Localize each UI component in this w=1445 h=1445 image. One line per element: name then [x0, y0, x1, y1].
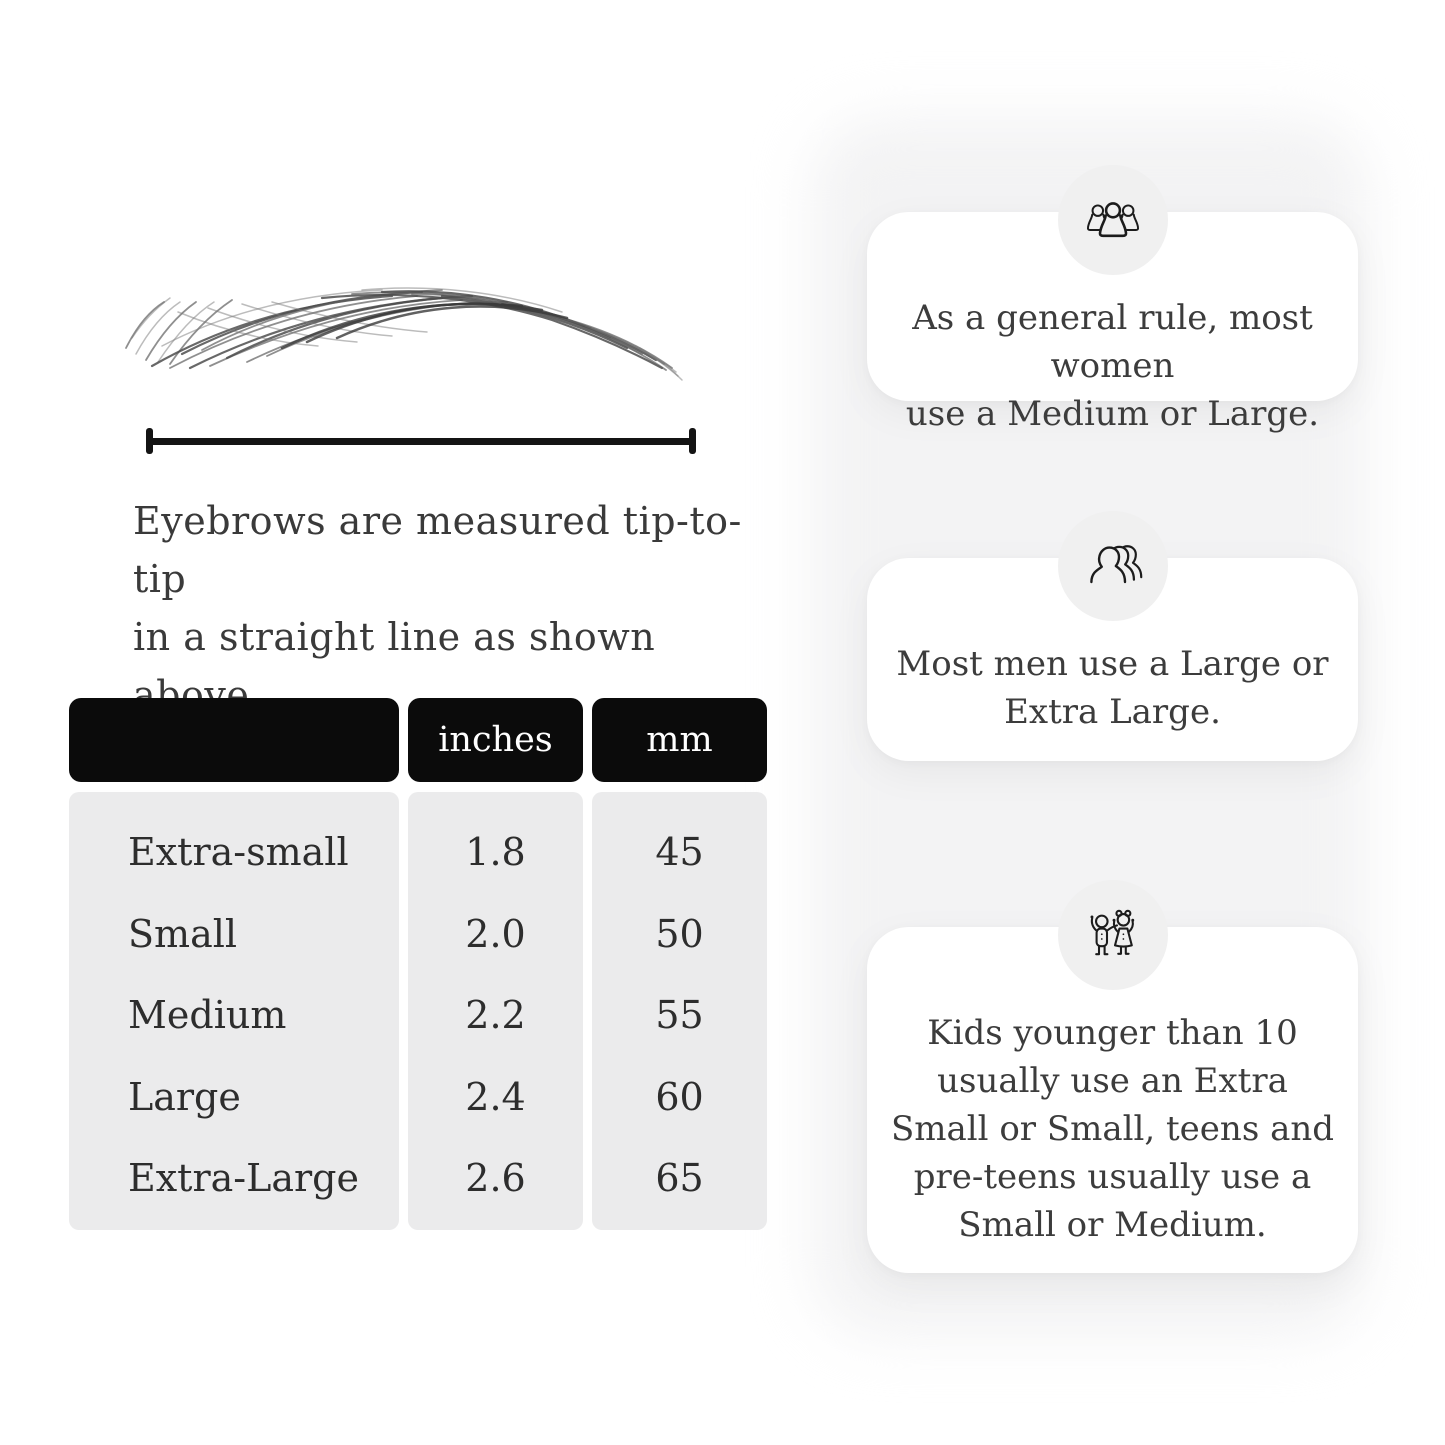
inches-value: 2.6 [465, 1156, 526, 1200]
card-text-line: Small or Medium. [958, 1205, 1267, 1245]
women-group-icon [1086, 202, 1139, 238]
measurement-line-right-cap [689, 428, 696, 454]
card-text-line: Extra Large. [1004, 692, 1221, 732]
card-text: Kids younger than 10 usually use an Extr… [867, 927, 1358, 1249]
table-row: Extra-small 1.8 45 [69, 811, 767, 893]
card-text-line: usually use an Extra [937, 1061, 1288, 1101]
kids-icon [1090, 909, 1134, 956]
caption-line-1: Eyebrows are measured tip-to-tip [133, 499, 742, 601]
mm-value: 55 [655, 993, 704, 1037]
measurement-line [146, 428, 696, 454]
inches-value: 1.8 [465, 830, 526, 874]
inches-value: 2.4 [465, 1075, 526, 1119]
icon-circle [1057, 880, 1168, 990]
inches-value: 2.0 [465, 912, 526, 956]
size-label: Medium [128, 993, 287, 1037]
table-body-column-inches [408, 792, 583, 1230]
table-row: Extra-Large 2.6 65 [69, 1137, 767, 1219]
info-card-women: As a general rule, most women use a Medi… [867, 165, 1358, 434]
info-card-men: Most men use a Large or Extra Large. [867, 511, 1358, 761]
eyebrow-illustration [125, 287, 683, 381]
table-row: Medium 2.2 55 [69, 974, 767, 1056]
mm-value: 45 [655, 830, 704, 874]
table-header-inches: inches [408, 698, 583, 782]
measurement-caption: Eyebrows are measured tip-to-tip in a st… [133, 492, 753, 724]
size-label: Small [128, 912, 238, 956]
mm-value: 60 [655, 1075, 704, 1119]
info-card-kids: Kids younger than 10 usually use an Extr… [867, 880, 1358, 1273]
card-text: As a general rule, most women use a Medi… [867, 212, 1358, 438]
mm-value: 65 [655, 1156, 704, 1200]
table-header-mm: mm [592, 698, 767, 782]
table-body-column-size [69, 792, 399, 1230]
card-text-line: Most men use a Large or [896, 644, 1329, 684]
card-text-line: Small or Small, teens and [890, 1109, 1335, 1149]
table-body-column-mm [592, 792, 767, 1230]
men-group-icon [1089, 545, 1142, 584]
inches-value: 2.2 [465, 993, 526, 1037]
card-text-line: use a Medium or Large. [905, 394, 1320, 434]
table-row: Large 2.4 60 [69, 1056, 767, 1138]
size-label: Extra-small [128, 830, 349, 874]
measurement-line-bar [146, 438, 696, 445]
card-text: Most men use a Large or Extra Large. [867, 558, 1358, 736]
caption-line-2: in a straight line as shown above. [133, 615, 656, 717]
mm-value: 50 [655, 912, 704, 956]
card-text-line: As a general rule, most women [912, 298, 1313, 386]
table-header-size [69, 698, 399, 782]
table-row: Small 2.0 50 [69, 893, 767, 975]
icon-circle [1057, 165, 1168, 275]
card-text-line: Kids younger than 10 [927, 1013, 1298, 1053]
size-label: Extra-Large [128, 1156, 359, 1200]
icon-circle [1057, 511, 1168, 621]
size-label: Large [128, 1075, 241, 1119]
card-text-line: pre-teens usually use a [913, 1157, 1312, 1197]
